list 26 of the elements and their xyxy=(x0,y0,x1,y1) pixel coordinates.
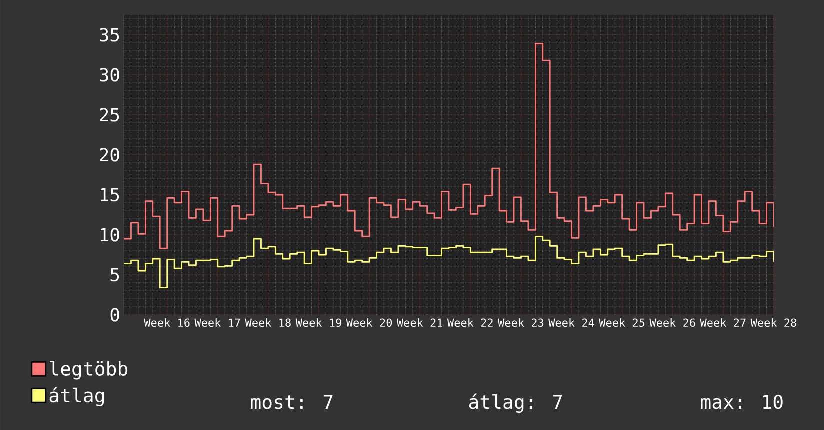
y-tick-label: 35 xyxy=(100,28,120,42)
x-tick-label: Week 28 xyxy=(750,318,796,328)
text: átlag: 7 xyxy=(469,394,562,414)
x-tick-label: Week 25 xyxy=(599,318,645,328)
y-tick-label: 30 xyxy=(100,68,120,82)
x-tick-label: Week 23 xyxy=(498,318,544,328)
text: most: 7 xyxy=(251,395,333,410)
x-tick-label: Week 16 xyxy=(144,318,190,328)
y-tick-label: 25 xyxy=(100,108,120,122)
x-tick-label: Week 27 xyxy=(700,318,746,328)
text: max: 10 xyxy=(701,394,783,410)
x-tick-label: Week 20 xyxy=(346,318,392,328)
y-tick-label: 10 xyxy=(100,228,120,242)
x-tick-label: Week 24 xyxy=(548,318,594,328)
y-tick-label: 20 xyxy=(100,148,120,162)
y-tick-label: 0 xyxy=(110,308,120,322)
x-tick-label: Week 22 xyxy=(447,318,493,328)
x-tick-label: Week 21 xyxy=(396,318,443,328)
x-tick-label: Week 26 xyxy=(650,318,696,328)
legend-label: átlag xyxy=(50,387,104,406)
x-tick-label: Week 17 xyxy=(194,318,240,328)
x-tick-label: Week 19 xyxy=(296,318,342,328)
legend-label: legtöbb xyxy=(50,361,128,380)
y-tick-label: 5 xyxy=(110,268,120,282)
y-tick-label: 15 xyxy=(100,188,120,202)
x-tick-label: Week 18 xyxy=(245,318,291,328)
